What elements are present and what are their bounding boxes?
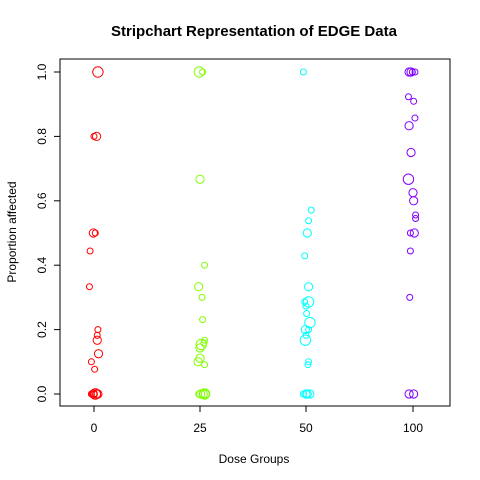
data-point <box>302 228 312 238</box>
data-point <box>201 361 209 369</box>
data-point <box>302 389 312 399</box>
data-point <box>307 206 315 214</box>
data-point <box>200 389 210 399</box>
data-point <box>85 283 93 291</box>
data-point <box>408 68 416 76</box>
data-point <box>404 93 412 101</box>
data-point <box>304 361 312 369</box>
data-point <box>303 310 311 317</box>
data-point <box>304 282 314 292</box>
data-point <box>94 326 102 334</box>
data-point <box>194 282 204 292</box>
data-point <box>90 390 98 398</box>
y-tick-label: 0.2 <box>35 321 49 338</box>
x-axis: 0 25 50 100 <box>91 405 423 435</box>
data-point <box>409 196 419 206</box>
chart-title: Stripchart Representation of EDGE Data <box>111 23 398 40</box>
data-point <box>195 174 205 184</box>
data-point <box>201 261 209 269</box>
y-tick-label: 1.0 <box>35 63 49 80</box>
data-point <box>412 211 420 219</box>
data-point <box>193 357 203 367</box>
data-point <box>87 358 95 366</box>
data-point <box>193 66 206 78</box>
data-point <box>304 316 316 329</box>
data-point <box>195 390 203 398</box>
series-group <box>299 68 316 399</box>
data-point <box>92 66 104 78</box>
data-point <box>92 335 102 345</box>
plot-frame <box>59 58 451 407</box>
series-group <box>193 66 211 400</box>
data-point <box>195 343 205 353</box>
y-tick-label: 0.6 <box>35 192 49 209</box>
y-tick-label: 0.4 <box>35 257 49 274</box>
data-point <box>404 121 414 131</box>
data-points <box>85 66 420 400</box>
data-point <box>93 349 104 359</box>
data-point <box>404 389 414 399</box>
series-group <box>402 67 420 399</box>
data-point <box>305 358 313 366</box>
data-point <box>410 97 418 105</box>
data-point <box>86 247 94 255</box>
data-point <box>305 389 315 399</box>
y-tick-label: 0.8 <box>35 128 49 145</box>
data-point <box>90 132 98 140</box>
data-point <box>406 229 414 237</box>
data-point <box>409 228 419 238</box>
x-tick-label: 100 <box>403 421 423 435</box>
data-point <box>411 68 419 76</box>
y-axis: 0.0 0.2 0.4 0.6 0.8 1.0 <box>35 63 61 402</box>
data-point <box>93 389 103 399</box>
x-tick-label: 0 <box>91 421 98 435</box>
series-group <box>85 66 104 400</box>
x-tick-label: 25 <box>193 421 207 435</box>
data-point <box>302 302 310 310</box>
data-point <box>406 247 414 255</box>
data-point <box>93 331 101 339</box>
data-point <box>300 325 310 335</box>
data-point <box>91 365 99 373</box>
data-point <box>91 229 99 237</box>
data-point <box>402 173 415 185</box>
y-tick-label: 0.0 <box>35 385 49 402</box>
data-point <box>199 316 207 324</box>
data-point <box>299 68 307 76</box>
data-point <box>301 298 309 306</box>
data-point <box>406 293 414 301</box>
data-point <box>88 228 98 238</box>
y-axis-label: Proportion affected <box>5 181 19 282</box>
data-point <box>198 293 206 301</box>
x-tick-label: 50 <box>299 421 313 435</box>
data-point <box>411 114 419 122</box>
data-point <box>305 326 313 334</box>
data-point <box>195 338 208 351</box>
data-point <box>409 389 419 399</box>
data-point <box>305 217 313 225</box>
data-point <box>199 68 207 76</box>
data-point <box>301 252 309 260</box>
data-point <box>92 131 102 141</box>
x-axis-label: Dose Groups <box>219 452 290 466</box>
data-point <box>299 334 312 346</box>
data-point <box>412 215 420 223</box>
data-point <box>201 336 209 344</box>
data-point <box>408 188 418 198</box>
data-point <box>406 147 416 158</box>
